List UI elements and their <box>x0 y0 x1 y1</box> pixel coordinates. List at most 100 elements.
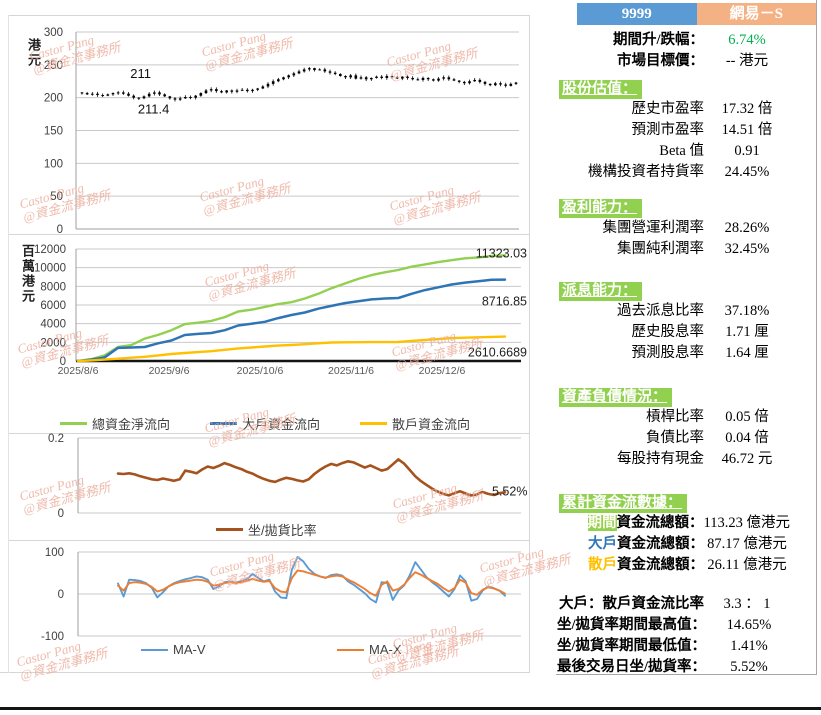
svg-text:2025/11/6: 2025/11/6 <box>328 365 374 377</box>
row-target-price: 市場目標價： -- 港元 <box>557 51 816 72</box>
stat-label: 預測市盈率 <box>631 122 705 138</box>
svg-text:2025/8/6: 2025/8/6 <box>58 365 99 377</box>
stat-row: 機構投資者持貨率 24.45% <box>557 162 816 183</box>
svg-text:250: 250 <box>44 60 63 72</box>
svg-text:2025/10/6: 2025/10/6 <box>237 365 284 377</box>
stat-label: 坐/拋貨率期間最低值： <box>557 638 707 654</box>
stat-value: 37.18% <box>724 303 770 319</box>
stat-label: 集團營運利潤率 <box>602 220 705 236</box>
stat-row: 槓桿比率 0.05 倍 <box>557 407 816 428</box>
price-chart: 0 50 100 150 200 250 300 211 211.4 <box>44 27 519 236</box>
divider <box>8 234 529 235</box>
svg-text:211: 211 <box>130 66 151 81</box>
svg-text:100: 100 <box>45 547 64 559</box>
stat-value: -- 港元 <box>725 53 769 69</box>
stat-label: 集團純利潤率 <box>617 241 704 257</box>
svg-text:200: 200 <box>44 93 63 105</box>
stat-label: 坐/拋貨率期間最高值： <box>557 617 707 633</box>
ratio-legend: 坐/拋貨比率 <box>216 520 317 539</box>
stat-value: 3.3 ： 1 <box>723 596 771 612</box>
stat-value: 1.41% <box>730 638 768 654</box>
section-title: 派息能力： <box>559 282 643 301</box>
stat-value: 28.26% <box>724 220 770 236</box>
stat-label: 散戶資金流總額： <box>588 557 704 573</box>
divider <box>8 540 529 541</box>
legend-swatch <box>141 648 168 651</box>
legend-label: MA-X <box>369 642 402 657</box>
legend-label: 大戶資金流向 <box>242 417 321 432</box>
legend-item: 坐/拋貨比率 <box>216 520 317 539</box>
charts-canvas: 0 50 100 150 200 250 300 211 211.4 0 2000 4000 6000 8… <box>34 27 527 643</box>
svg-text:211.4: 211.4 <box>138 101 170 116</box>
stat-row: 歷史市盈率 17.32 倍 <box>557 99 816 120</box>
legend-label: 總資金淨流向 <box>92 417 171 432</box>
stat-row: 預測市盈率 14.51 倍 <box>557 120 816 141</box>
divider <box>8 15 529 16</box>
stat-label-prefix: 期間 <box>587 515 617 531</box>
divider <box>0 672 530 673</box>
stat-row: 負債比率 0.04 倍 <box>557 428 816 449</box>
stat-label: 槓桿比率 <box>646 409 704 425</box>
stat-value: 14.51 倍 <box>721 122 773 138</box>
svg-text:11323.03: 11323.03 <box>476 246 527 260</box>
svg-text:150: 150 <box>44 126 63 138</box>
section-header: 股份估值： <box>557 80 816 99</box>
svg-text:0: 0 <box>58 508 64 520</box>
stats-panel: 9999 網易－S 期間升/跌幅： 6.74% 市場目標價： -- 港元 股份估值： 歷史… <box>557 0 816 675</box>
svg-text:5.52%: 5.52% <box>492 484 527 498</box>
stat-value: 14.65% <box>726 617 772 633</box>
svg-text:0: 0 <box>58 589 64 601</box>
stat-label: 歷史市盈率 <box>631 101 705 117</box>
stat-value: 26.11 億港元 <box>707 557 787 573</box>
legend-label: MA-V <box>173 642 206 657</box>
svg-text:2025/12/6: 2025/12/6 <box>419 365 466 377</box>
panel-border <box>816 0 817 675</box>
price-axis-title: 港元 <box>26 38 41 68</box>
legend-swatch <box>360 422 387 425</box>
stat-value: 17.32 倍 <box>721 101 773 117</box>
svg-text:4000: 4000 <box>40 319 66 331</box>
svg-text:2025/9/6: 2025/9/6 <box>149 365 190 377</box>
stat-value: 1.71 厘 <box>725 324 769 340</box>
stat-label: 大戶：散戶資金流比率 <box>559 596 704 612</box>
legend-swatch <box>210 422 237 425</box>
stat-label: 市場目標價： <box>617 53 704 69</box>
panel-border <box>556 674 817 675</box>
stock-header: 9999 網易－S <box>577 3 816 25</box>
flow-legend: 總資金淨流向 大戶資金流向 散戶資金流向 <box>60 414 510 433</box>
svg-text:0: 0 <box>57 224 63 236</box>
legend-item: 總資金淨流向 <box>60 414 210 433</box>
stat-label: 期間升/跌幅： <box>612 32 704 48</box>
section-header: 盈利能力： <box>557 199 816 218</box>
legend-swatch <box>337 648 364 651</box>
stat-row: 集團營運利潤率 28.26% <box>557 218 816 239</box>
flow-axis-title: 百萬港元 <box>20 244 35 304</box>
stat-row: 期間資金流總額： 113.23 億港元 <box>557 513 816 534</box>
sheet-bottom-border <box>0 707 821 710</box>
section-title: 資產負債情況： <box>559 388 673 407</box>
stat-label-prefix: 散戶 <box>588 557 617 573</box>
svg-text:50: 50 <box>50 191 63 203</box>
stat-value: 5.52% <box>730 659 768 675</box>
stat-label: 大戶資金流總額： <box>588 536 704 552</box>
legend-item: MA-X <box>337 642 533 657</box>
stat-label: 每股持有現金 <box>617 451 704 467</box>
stat-label: Beta 值 <box>659 143 704 159</box>
svg-text:0.2: 0.2 <box>48 433 64 445</box>
stat-row: 坐/拋貨率期間最低值： 1.41% <box>557 636 816 657</box>
stat-value: 32.45% <box>724 241 770 257</box>
stat-value: 46.72 元 <box>721 451 773 467</box>
legend-label: 散戶資金流向 <box>392 417 471 432</box>
section-title: 累計資金流數據： <box>559 494 688 513</box>
stat-value: 24.45% <box>724 164 770 180</box>
stat-row: 過去派息比率 37.18% <box>557 301 816 322</box>
svg-text:10000: 10000 <box>34 263 66 275</box>
stat-row: 歷史股息率 1.71 厘 <box>557 322 816 343</box>
stat-row: 散戶資金流總額： 26.11 億港元 <box>557 555 816 576</box>
svg-text:-100: -100 <box>41 631 64 643</box>
section-title: 盈利能力： <box>559 199 643 218</box>
legend-item: 大戶資金流向 <box>210 414 360 433</box>
legend-swatch <box>216 528 243 531</box>
stat-row: 大戶資金流總額： 87.17 億港元 <box>557 534 816 555</box>
section-title: 股份估值： <box>559 80 643 99</box>
